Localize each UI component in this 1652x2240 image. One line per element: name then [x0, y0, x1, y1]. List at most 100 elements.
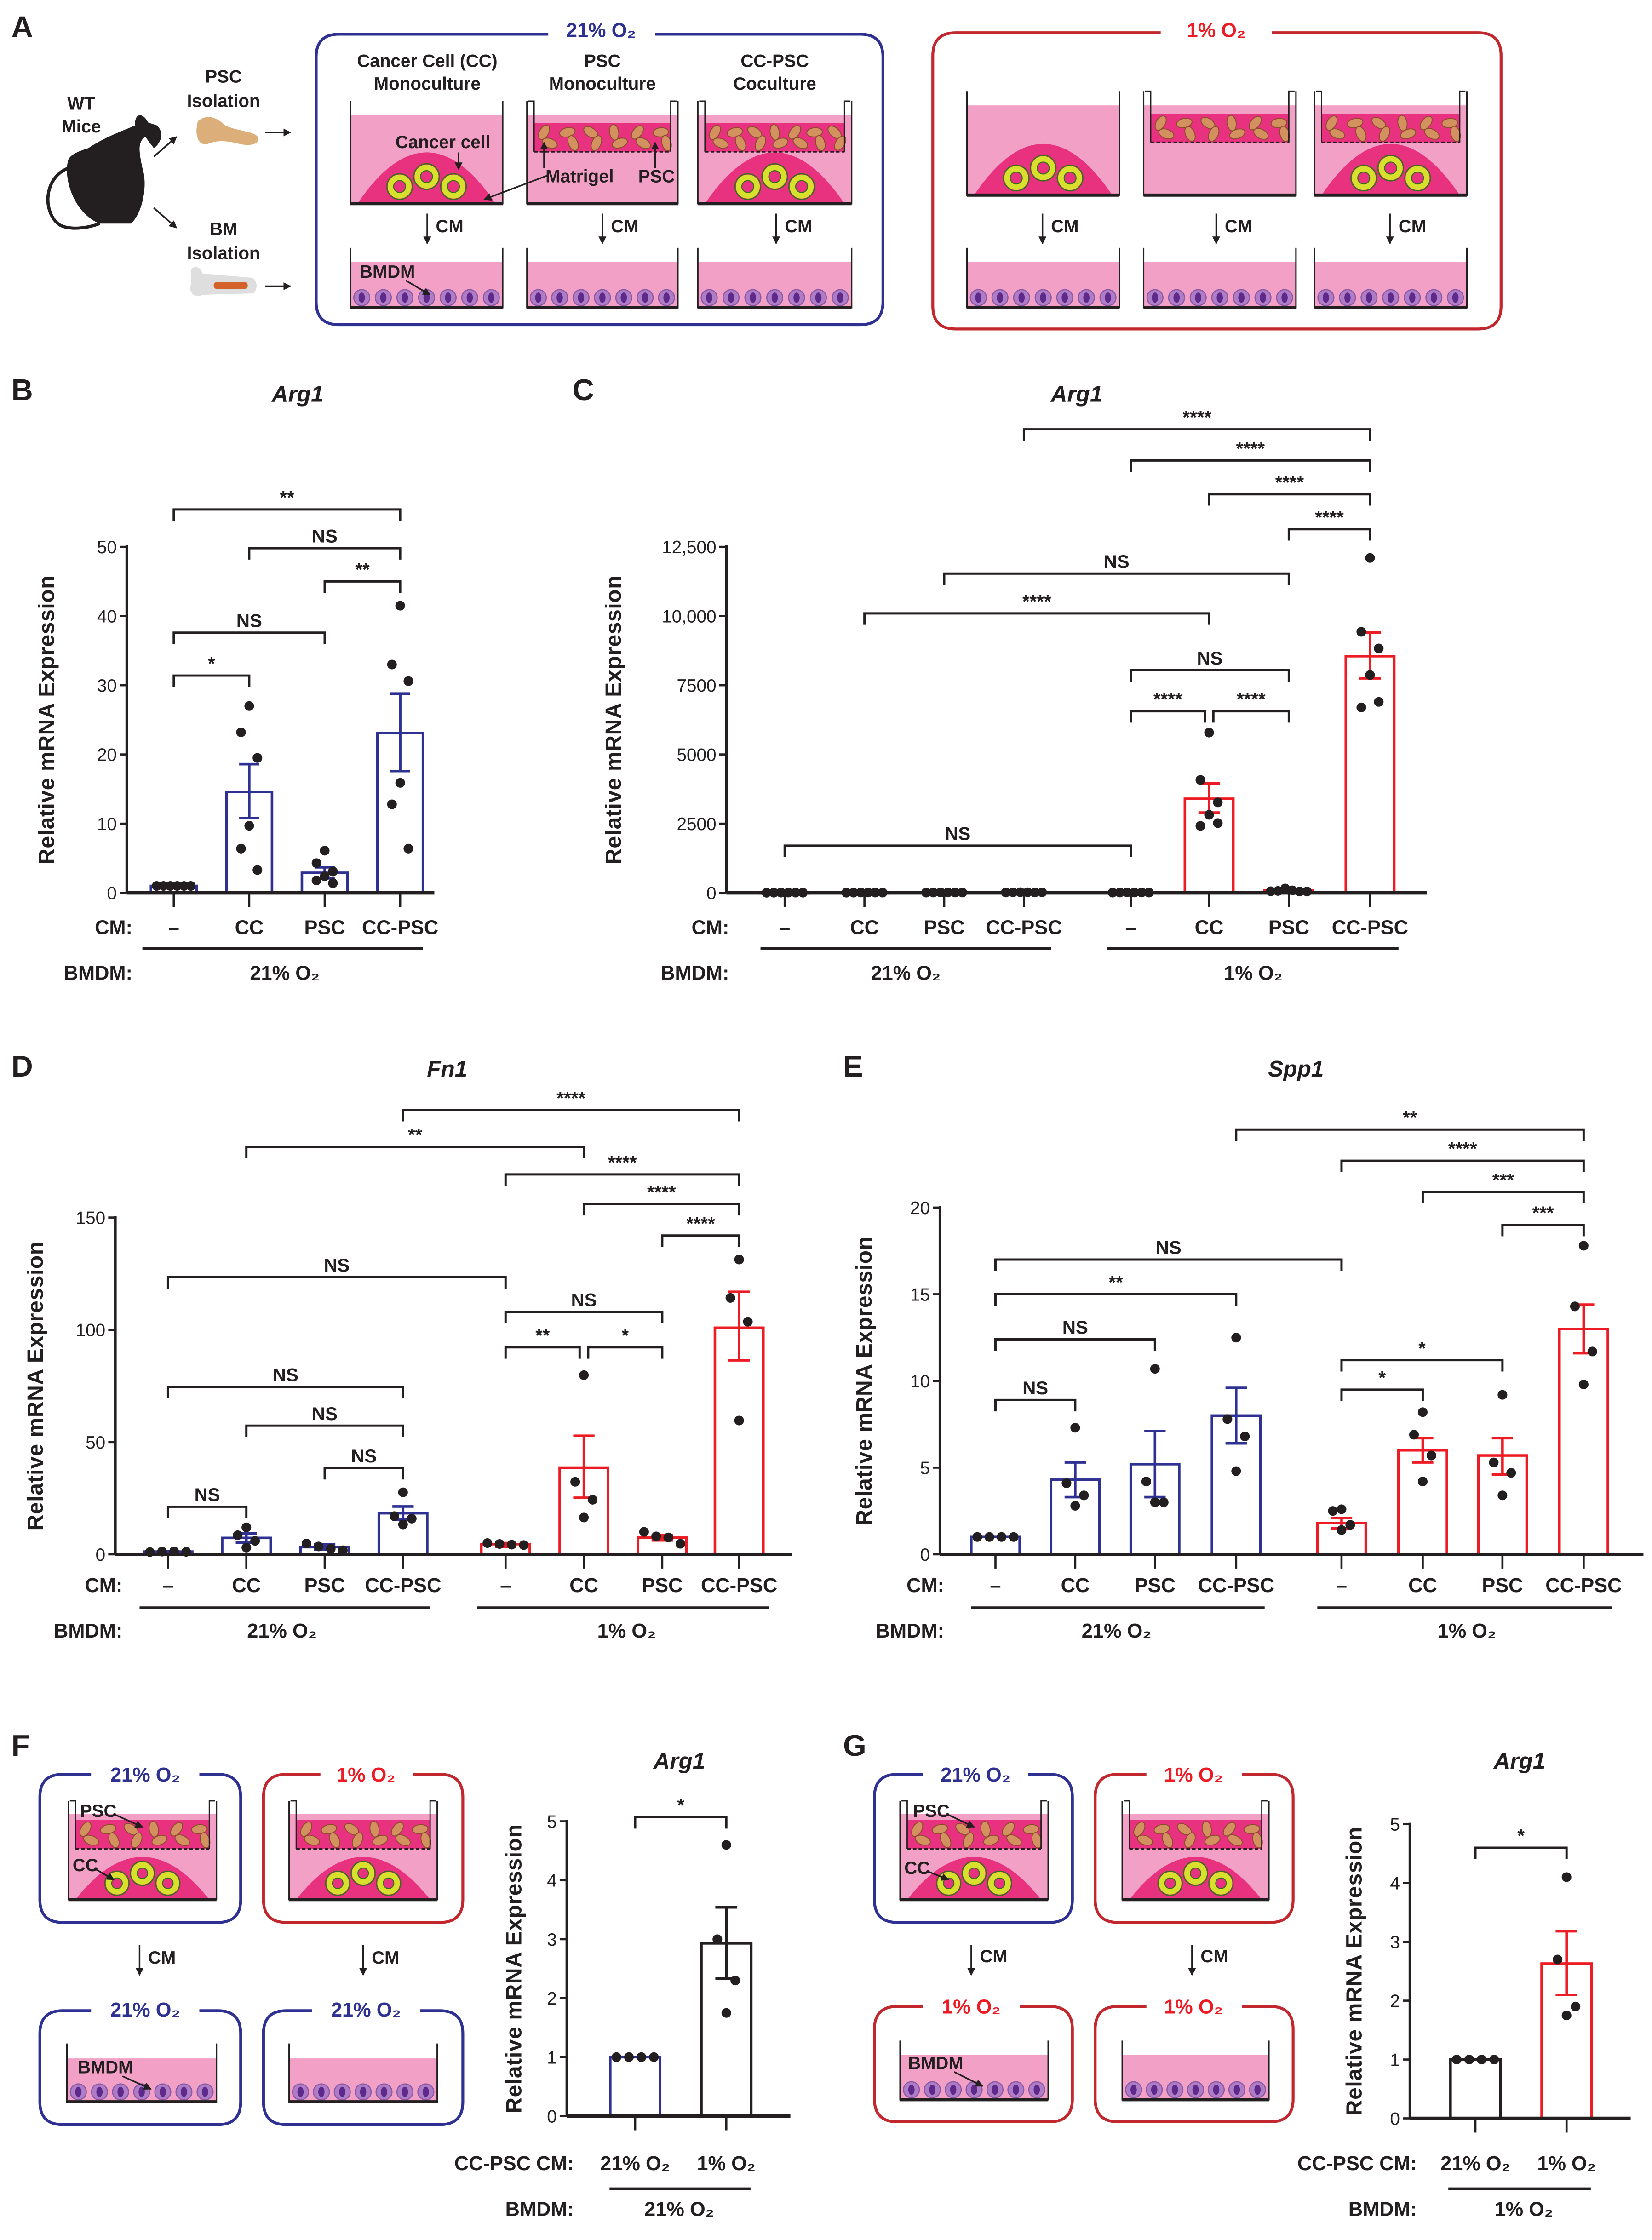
well-bmdm — [526, 247, 679, 309]
data-point — [1417, 1477, 1428, 1487]
organoid-lumen — [1190, 1868, 1202, 1879]
panel-label-g: G — [843, 1729, 866, 1762]
bmdm-nucleus — [339, 2086, 346, 2097]
significance-bracket — [504, 1311, 664, 1323]
significance-label: NS — [195, 1484, 220, 1505]
data-point — [734, 1415, 744, 1426]
x-category-label: CC — [1408, 1575, 1437, 1597]
significance-label: NS — [1156, 1237, 1182, 1258]
insert-wall — [528, 100, 535, 152]
data-point — [398, 1519, 408, 1530]
data-point — [1141, 1477, 1151, 1487]
psc-cell-icon — [1006, 1834, 1022, 1846]
psc-cell-icon — [329, 1832, 340, 1848]
column-header-psc-1: PSC — [584, 52, 621, 71]
bar — [713, 1326, 765, 1556]
cm-row-label: CM: — [906, 1575, 944, 1597]
psc-cell-icon — [1205, 1834, 1221, 1846]
data-point — [1497, 1390, 1508, 1400]
bmdm-nucleus — [75, 2086, 82, 2097]
well-bmdm — [697, 247, 853, 309]
significance-label: **** — [1022, 591, 1051, 612]
psc-cell-icon — [1253, 128, 1269, 140]
data-point — [649, 2052, 659, 2062]
schematic — [873, 1773, 1295, 2124]
y-tick-label: 5000 — [677, 745, 716, 765]
data-point — [1213, 818, 1223, 828]
group-label: 1% O₂ — [1224, 962, 1283, 984]
bmdm-nucleus — [1033, 2085, 1040, 2095]
panel-label-b: B — [11, 373, 33, 407]
organoid-icon — [1157, 1870, 1183, 1896]
y-tick-label: 5 — [547, 1812, 557, 1832]
significance-label: **** — [1448, 1139, 1477, 1159]
data-point — [1070, 1423, 1080, 1433]
bmdm-row-label: BMDM: — [876, 1620, 944, 1642]
significance-bracket — [166, 1386, 404, 1398]
insert-wall — [1288, 90, 1295, 143]
significance-bracket — [504, 1346, 581, 1359]
organoid-lumen — [1164, 1877, 1176, 1889]
bmdm-nucleus — [837, 292, 843, 303]
cm-label: CM — [1399, 217, 1426, 236]
data-point — [624, 2052, 634, 2062]
significance-bracket — [248, 547, 402, 560]
organoid-lumen — [420, 170, 433, 183]
significance-bracket — [1130, 669, 1290, 682]
significance-bracket — [1340, 1388, 1424, 1401]
x-category-label: CC — [235, 917, 264, 939]
y-tick-label: 0 — [706, 884, 717, 904]
data-point — [1356, 702, 1366, 712]
bmdm-nucleus — [1254, 2085, 1261, 2095]
group-label: 21% O₂ — [644, 2198, 714, 2220]
significance-label: **** — [1236, 438, 1265, 459]
organoid-icon — [440, 173, 467, 200]
data-point — [165, 881, 175, 891]
organoid-ring — [105, 1872, 128, 1895]
data-point — [984, 1532, 994, 1542]
significance-label: * — [622, 1325, 629, 1346]
significance-label: **** — [556, 1088, 585, 1108]
group-label: 1% O₂ — [597, 1620, 656, 1642]
data-point — [588, 1495, 598, 1505]
bmdm-nucleus — [181, 2086, 187, 2097]
bmdm-nucleus — [445, 292, 452, 303]
organoid-ring — [763, 165, 787, 189]
significance-bracket — [943, 572, 1290, 585]
y-tick-label: 10,000 — [662, 607, 716, 627]
data-point — [398, 1487, 408, 1497]
psc-cell-icon — [1400, 128, 1417, 139]
y-tick-label: 5 — [920, 1458, 930, 1478]
psc-cell-icon — [1133, 1822, 1146, 1837]
organoid-icon — [104, 1870, 130, 1896]
data-point — [179, 881, 189, 891]
psc-cell-icon — [1379, 126, 1390, 142]
significance-label: NS — [312, 1404, 338, 1424]
significance-label: *** — [1492, 1170, 1514, 1191]
data-point — [328, 866, 338, 877]
bmdm-nucleus — [793, 292, 800, 303]
psc-cell-icon — [351, 1832, 363, 1848]
y-tick-label: 3 — [1390, 1933, 1400, 1953]
organoid-lumen — [332, 1877, 344, 1889]
organoid-lumen — [795, 180, 809, 193]
significance-bracket — [583, 1203, 740, 1216]
organoid-icon — [1350, 165, 1377, 192]
data-point — [1150, 1497, 1160, 1507]
data-point — [721, 1840, 731, 1850]
psc-cell-icon — [940, 1832, 952, 1848]
x-category-label: – — [1125, 917, 1136, 939]
x-category-label: CC-PSC — [986, 917, 1062, 939]
arrow-icon — [153, 207, 178, 229]
psc-cell-icon — [538, 125, 550, 140]
well-bmdm — [66, 2043, 218, 2103]
organoid-icon — [961, 1861, 987, 1886]
y-tick-label: 20 — [910, 1198, 930, 1218]
psc-cell-icon — [788, 125, 801, 140]
organoid-icon — [1404, 165, 1431, 192]
arrow-icon — [927, 1870, 949, 1881]
column-header-psc-2: Monoculture — [549, 74, 656, 94]
x-category-label: CC-PSC — [365, 1575, 441, 1597]
insert-wall — [69, 1800, 76, 1849]
psc-cell-icon — [792, 137, 808, 149]
